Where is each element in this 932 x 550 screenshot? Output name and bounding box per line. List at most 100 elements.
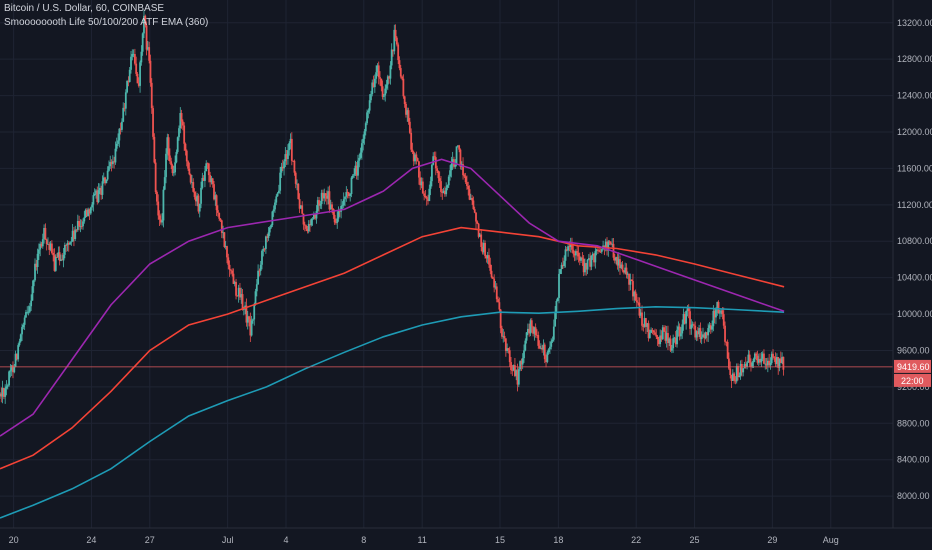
candle-body — [82, 221, 84, 227]
candle-body — [292, 160, 295, 162]
candle-body — [578, 256, 581, 261]
candle-body — [773, 357, 776, 359]
candle-body — [140, 51, 143, 63]
candle-body — [183, 125, 186, 144]
candle-body — [71, 230, 74, 242]
candle-body — [569, 244, 572, 247]
candle-body — [264, 236, 267, 249]
candle-body — [746, 362, 748, 367]
candle-body — [381, 86, 384, 97]
candle-body — [514, 365, 516, 376]
candle-body — [751, 362, 754, 368]
candle-body — [245, 305, 248, 323]
candle-body — [720, 310, 723, 313]
candle-body — [305, 225, 307, 229]
candle-body — [218, 212, 221, 219]
candle-body — [14, 353, 17, 367]
candle-body — [604, 241, 607, 249]
candle-body — [542, 344, 545, 350]
candle-body — [565, 249, 568, 251]
candle-body — [146, 47, 149, 50]
candle-body — [648, 332, 651, 339]
candle-body — [91, 204, 93, 208]
candle-body — [739, 363, 742, 376]
candle-body — [632, 281, 634, 297]
candle-body — [388, 76, 391, 79]
candle-body — [512, 365, 515, 371]
candle-body — [224, 246, 227, 248]
candle-body — [276, 193, 279, 197]
candle-body — [606, 241, 608, 251]
candle-body — [389, 65, 392, 79]
candle-body — [328, 191, 331, 210]
candle-body — [564, 249, 567, 261]
candle-body — [167, 137, 170, 156]
candle-body — [600, 249, 603, 252]
candle-body — [577, 252, 580, 257]
candle-body — [672, 338, 675, 349]
candle-body — [130, 56, 132, 70]
ema-lines — [0, 158, 785, 519]
candle-body — [450, 163, 453, 171]
candle-body — [776, 357, 778, 364]
candle-body — [724, 325, 726, 342]
candle-body — [332, 209, 335, 215]
candle-body — [319, 203, 322, 206]
candle-body — [70, 241, 73, 243]
candle-body — [296, 183, 298, 185]
candle-body — [652, 330, 655, 333]
candle-body — [48, 244, 51, 250]
candle-body — [493, 278, 496, 288]
candle-body — [136, 73, 139, 84]
candle-body — [270, 225, 272, 228]
candle-body — [113, 161, 116, 163]
candle-body — [748, 354, 751, 363]
candle-body — [488, 255, 490, 265]
candle-body — [240, 294, 243, 298]
candle-body — [700, 337, 703, 340]
candle-body — [485, 256, 488, 259]
candle-body — [383, 95, 385, 97]
candle-body — [67, 242, 70, 245]
candle-body — [563, 260, 566, 266]
candle-body — [774, 357, 777, 364]
price-axis[interactable]: 8000.008400.008800.009200.009600.0010000… — [892, 0, 932, 550]
candle-body — [506, 348, 509, 351]
candle-body — [538, 345, 541, 348]
candle-body — [2, 387, 5, 397]
candle-body — [21, 327, 23, 335]
candle-body — [233, 282, 236, 284]
candle-body — [722, 314, 725, 326]
candle-body — [93, 193, 96, 196]
candle-body — [703, 334, 706, 339]
candle-body — [678, 326, 681, 337]
time-axis[interactable]: 20 24 27 Jul 4 8 11 15 18 22 25 29 Aug — [0, 527, 932, 550]
candle-body — [372, 82, 375, 88]
candle-body — [47, 244, 49, 245]
candle-body — [730, 375, 733, 381]
candle-body — [550, 341, 553, 347]
price-tick-label: 8000.00 — [897, 491, 930, 501]
candle-body — [572, 249, 575, 254]
candle-body — [425, 197, 428, 199]
candle-body — [532, 326, 534, 334]
candle-body — [106, 170, 109, 180]
candle-body — [587, 258, 590, 260]
candle-body — [153, 136, 156, 163]
candle-body — [713, 310, 716, 318]
candle-body — [708, 325, 711, 329]
candle-body — [364, 123, 367, 132]
candle-body — [280, 166, 283, 173]
candle-body — [315, 211, 318, 219]
candle-body — [370, 94, 372, 101]
candle-body — [316, 200, 319, 212]
candle-body — [306, 228, 309, 232]
candle-body — [654, 332, 656, 335]
candle-body — [779, 358, 782, 363]
candle-body — [76, 220, 79, 230]
candle-body — [759, 359, 761, 363]
time-tick-label: 25 — [690, 535, 700, 545]
candle-body — [271, 211, 274, 226]
candle-body — [552, 326, 555, 340]
